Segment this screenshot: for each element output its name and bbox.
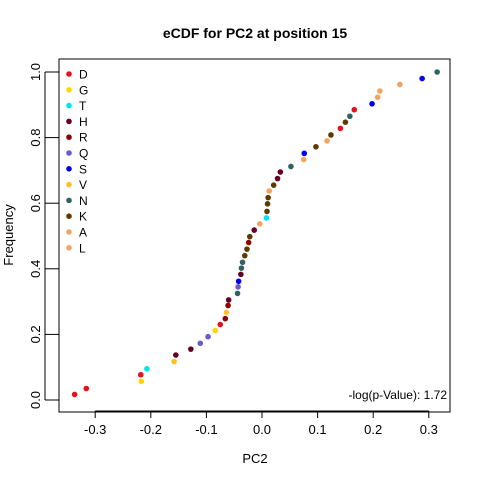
legend-label: A: [79, 226, 87, 240]
data-point: [347, 113, 353, 120]
data-point: [324, 138, 330, 144]
x-tick-label: 0.1: [309, 422, 327, 437]
y-tick-label: 0.6: [28, 194, 43, 212]
legend-label: H: [79, 115, 88, 129]
legend-label: S: [79, 162, 87, 176]
y-tick-label: 0.0: [28, 391, 43, 409]
data-point: [241, 252, 248, 259]
chart-title: eCDF for PC2 at position 15: [163, 25, 348, 41]
data-point: [239, 259, 246, 266]
data-point: [434, 69, 440, 75]
data-point: [274, 175, 281, 182]
legend-marker: [66, 229, 72, 235]
data-point: [238, 265, 245, 271]
data-point: [144, 366, 150, 372]
data-point: [234, 290, 241, 297]
data-points: [71, 69, 440, 398]
x-tick-label: 0.2: [364, 422, 382, 437]
data-point: [223, 309, 230, 316]
y-tick-label: 0.8: [28, 129, 43, 147]
x-tick-label: 0.0: [253, 422, 271, 437]
data-point: [171, 358, 177, 365]
p-value-annotation: -log(p-Value): 1.72: [349, 388, 448, 402]
data-point: [419, 75, 425, 82]
data-point: [270, 182, 277, 188]
legend-marker: [66, 71, 72, 77]
legend-label: G: [79, 83, 88, 97]
data-point: [301, 150, 308, 157]
data-point: [246, 233, 253, 240]
y-tick-label: 1.0: [28, 63, 43, 81]
legend-marker: [66, 102, 72, 109]
data-point: [374, 94, 381, 101]
legend-marker: [66, 181, 72, 188]
data-point: [138, 378, 145, 385]
data-point: [277, 169, 284, 175]
legend-marker: [66, 87, 72, 93]
x-tick-label: -0.1: [195, 422, 217, 437]
legend-label: Q: [79, 147, 88, 161]
data-point: [397, 81, 403, 88]
legend-marker: [66, 213, 72, 219]
legend-label: L: [79, 241, 86, 255]
data-point: [137, 371, 144, 378]
legend-label: R: [79, 131, 88, 145]
data-point: [313, 143, 319, 150]
legend-marker: [66, 118, 72, 125]
legend-label: N: [79, 194, 88, 208]
x-axis: -0.3 -0.2 -0.1 0.0 0.1 0.2 0.3: [84, 410, 438, 437]
data-point: [342, 119, 349, 125]
legend-marker: [66, 134, 72, 140]
data-point: [244, 246, 250, 252]
data-point: [235, 284, 241, 290]
y-tick-label: 0.4: [28, 260, 43, 278]
data-point: [238, 271, 244, 278]
data-point: [71, 391, 78, 398]
x-tick-label: 0.3: [420, 422, 438, 437]
legend-label: K: [79, 210, 87, 224]
data-point: [205, 333, 211, 340]
legend-marker: [66, 150, 72, 156]
data-point: [212, 327, 219, 334]
data-point: [328, 132, 334, 138]
data-point: [256, 221, 263, 227]
x-tick-label: -0.2: [140, 422, 162, 437]
data-point: [225, 297, 232, 303]
data-point: [263, 215, 270, 221]
data-point: [173, 352, 179, 358]
data-point: [337, 125, 344, 132]
data-point: [225, 302, 231, 309]
x-axis-label: PC2: [242, 451, 267, 466]
legend-marker: [66, 166, 72, 172]
data-point: [369, 101, 375, 107]
data-point: [264, 201, 271, 207]
data-point: [83, 385, 90, 392]
data-point: [188, 346, 194, 352]
data-point: [377, 88, 383, 94]
y-axis: 0.0 0.2 0.4 0.6 0.8 1.0: [28, 63, 59, 409]
data-point: [264, 208, 270, 215]
legend-label: D: [79, 68, 88, 82]
data-point: [351, 106, 358, 113]
legend-label: T: [79, 99, 87, 113]
legend-label: V: [79, 178, 87, 192]
data-point: [288, 163, 294, 170]
data-point: [266, 188, 273, 194]
plot-frame: [58, 58, 451, 413]
data-point: [222, 315, 229, 322]
data-point: [265, 194, 271, 201]
data-point: [300, 156, 307, 163]
data-point: [245, 239, 252, 246]
data-point: [251, 227, 258, 233]
data-point: [235, 278, 242, 285]
x-tick-label: -0.3: [84, 422, 106, 437]
data-point: [197, 340, 204, 347]
legend-marker: [66, 197, 72, 204]
y-axis-label: Frequency: [1, 204, 16, 266]
data-point: [217, 321, 224, 328]
y-tick-label: 0.2: [28, 325, 43, 343]
legend-marker: [66, 245, 72, 251]
